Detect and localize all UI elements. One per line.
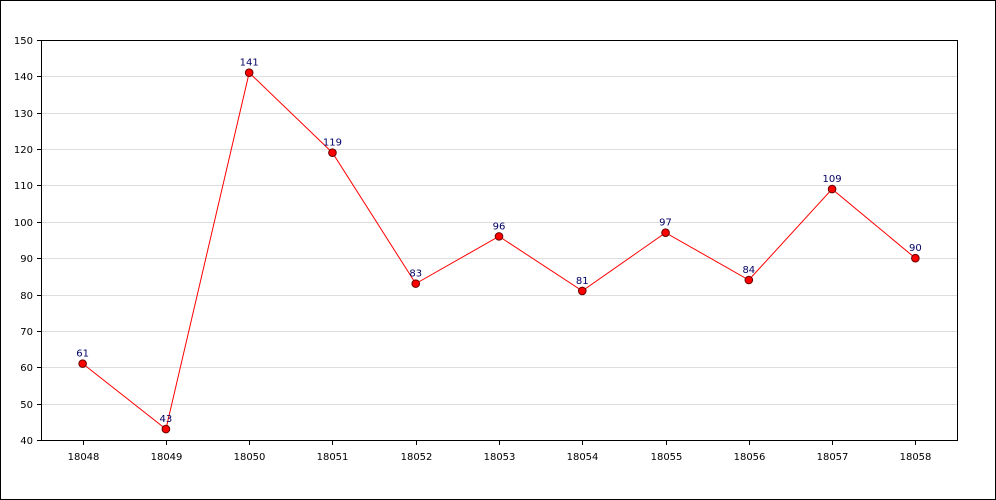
y-tick-label: 150 — [14, 36, 33, 47]
x-tick-label: 18051 — [317, 452, 349, 463]
data-point — [827, 184, 837, 194]
y-tick-label: 60 — [20, 363, 33, 374]
data-point — [911, 253, 920, 263]
data-point — [328, 148, 337, 158]
x-tick-label: 18053 — [484, 452, 516, 463]
data-label: 83 — [409, 269, 422, 280]
data-point — [494, 232, 504, 241]
data-label: 61 — [76, 349, 89, 360]
x-tick-label: 18055 — [651, 452, 683, 463]
data-label: 81 — [576, 276, 589, 287]
data-markers — [78, 68, 920, 434]
x-axis: 18048 18049 18050 18051 18052 18053 18054 18055… — [68, 440, 932, 463]
y-tick-label: 140 — [14, 72, 33, 83]
data-point — [744, 275, 754, 285]
data-label: 109 — [823, 174, 842, 185]
y-tick-label: 110 — [14, 181, 33, 192]
data-labels: 61 43 141 119 83 96 81 97 84 109 90 — [76, 58, 921, 425]
y-axis: 40 50 60 70 80 90 100 110 120 130 140 150 — [14, 36, 41, 447]
data-label: 43 — [160, 414, 173, 425]
y-tick-label: 130 — [14, 109, 33, 120]
y-tick-label: 120 — [14, 145, 33, 156]
y-tick-label: 50 — [20, 400, 33, 411]
x-tick-label: 18057 — [817, 452, 849, 463]
y-tick-label: 90 — [20, 254, 33, 265]
x-tick-label: 18049 — [151, 452, 183, 463]
data-point — [244, 68, 254, 78]
data-point — [161, 424, 171, 434]
x-tick-label: 18054 — [567, 452, 599, 463]
data-label: 141 — [240, 58, 259, 69]
y-tick-label: 40 — [20, 436, 33, 447]
data-label: 84 — [742, 265, 755, 276]
data-label: 97 — [659, 218, 672, 229]
data-point — [661, 228, 670, 238]
data-label: 96 — [493, 221, 506, 232]
y-tick-label: 70 — [20, 327, 33, 338]
x-tick-label: 18048 — [68, 452, 100, 463]
series-line — [82, 71, 916, 430]
x-tick-label: 18056 — [734, 452, 766, 463]
x-tick-label: 18052 — [401, 452, 433, 463]
x-tick-label: 18050 — [234, 452, 266, 463]
data-point — [577, 286, 587, 296]
data-point — [78, 359, 87, 368]
grid-lines — [41, 76, 957, 405]
y-tick-label: 80 — [20, 291, 33, 302]
y-tick-label: 100 — [14, 218, 33, 229]
data-point — [411, 279, 421, 288]
x-tick-label: 18058 — [900, 452, 932, 463]
data-label: 90 — [909, 243, 922, 254]
data-label: 119 — [323, 138, 342, 149]
